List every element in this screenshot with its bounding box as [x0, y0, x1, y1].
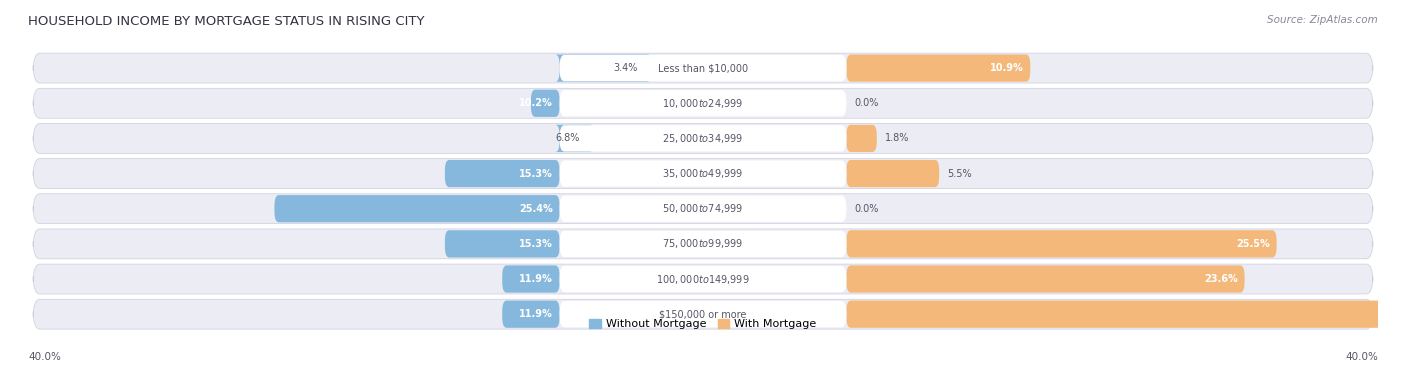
FancyBboxPatch shape [34, 229, 1372, 259]
Text: 10.2%: 10.2% [519, 98, 553, 108]
FancyBboxPatch shape [560, 160, 846, 187]
FancyBboxPatch shape [502, 300, 560, 328]
Text: $50,000 to $74,999: $50,000 to $74,999 [662, 202, 744, 215]
FancyBboxPatch shape [34, 194, 1372, 224]
Text: $10,000 to $24,999: $10,000 to $24,999 [662, 97, 744, 110]
FancyBboxPatch shape [531, 90, 560, 117]
Text: 6.8%: 6.8% [555, 133, 579, 143]
Text: $75,000 to $99,999: $75,000 to $99,999 [662, 238, 744, 250]
FancyBboxPatch shape [560, 196, 846, 222]
FancyBboxPatch shape [444, 160, 560, 187]
Legend: Without Mortgage, With Mortgage: Without Mortgage, With Mortgage [589, 319, 817, 329]
Text: $150,000 or more: $150,000 or more [659, 309, 747, 319]
FancyBboxPatch shape [560, 125, 846, 152]
FancyBboxPatch shape [444, 230, 560, 257]
FancyBboxPatch shape [555, 54, 650, 82]
FancyBboxPatch shape [846, 300, 1406, 328]
FancyBboxPatch shape [560, 301, 846, 327]
FancyBboxPatch shape [502, 265, 560, 293]
FancyBboxPatch shape [34, 299, 1372, 329]
FancyBboxPatch shape [846, 230, 1277, 257]
FancyBboxPatch shape [846, 160, 939, 187]
Text: $35,000 to $49,999: $35,000 to $49,999 [662, 167, 744, 180]
Text: 15.3%: 15.3% [519, 169, 553, 179]
Text: 40.0%: 40.0% [28, 352, 60, 362]
FancyBboxPatch shape [274, 195, 560, 222]
FancyBboxPatch shape [560, 231, 846, 257]
Text: Less than $10,000: Less than $10,000 [658, 63, 748, 73]
Text: HOUSEHOLD INCOME BY MORTGAGE STATUS IN RISING CITY: HOUSEHOLD INCOME BY MORTGAGE STATUS IN R… [28, 15, 425, 28]
Text: 0.0%: 0.0% [855, 204, 879, 214]
Text: $100,000 to $149,999: $100,000 to $149,999 [657, 273, 749, 285]
FancyBboxPatch shape [846, 265, 1244, 293]
FancyBboxPatch shape [560, 266, 846, 292]
FancyBboxPatch shape [555, 125, 592, 152]
Text: 3.4%: 3.4% [613, 63, 637, 73]
FancyBboxPatch shape [34, 88, 1372, 118]
Text: 11.9%: 11.9% [519, 309, 553, 319]
FancyBboxPatch shape [560, 55, 846, 81]
FancyBboxPatch shape [34, 123, 1372, 153]
Text: $25,000 to $34,999: $25,000 to $34,999 [662, 132, 744, 145]
FancyBboxPatch shape [846, 125, 877, 152]
FancyBboxPatch shape [34, 264, 1372, 294]
Text: 0.0%: 0.0% [855, 98, 879, 108]
Text: 25.4%: 25.4% [519, 204, 553, 214]
FancyBboxPatch shape [34, 53, 1372, 83]
Text: 23.6%: 23.6% [1204, 274, 1237, 284]
FancyBboxPatch shape [846, 54, 1031, 82]
Text: Source: ZipAtlas.com: Source: ZipAtlas.com [1267, 15, 1378, 25]
Text: 10.9%: 10.9% [990, 63, 1024, 73]
Text: 40.0%: 40.0% [1346, 352, 1378, 362]
FancyBboxPatch shape [560, 90, 846, 116]
Text: 1.8%: 1.8% [886, 133, 910, 143]
Text: 5.5%: 5.5% [948, 169, 973, 179]
Text: 11.9%: 11.9% [519, 274, 553, 284]
Text: 15.3%: 15.3% [519, 239, 553, 249]
Text: 25.5%: 25.5% [1236, 239, 1270, 249]
FancyBboxPatch shape [34, 159, 1372, 188]
